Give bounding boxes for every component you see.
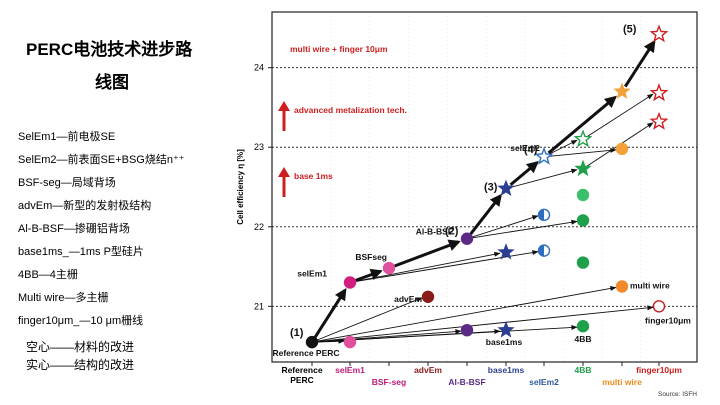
y-tick-label: 21: [254, 301, 264, 311]
data-point-star: [649, 83, 669, 102]
point-label: 4BB: [574, 334, 591, 344]
legend-item-multiwire: Multi wire—多主栅: [18, 292, 109, 304]
annotation-arrow-head: [278, 101, 290, 111]
data-point-circle: [576, 320, 590, 333]
data-point-circle: [421, 290, 435, 303]
legend-item-4bb: 4BB—4主栅: [18, 269, 78, 281]
data-point-circle: [576, 214, 590, 227]
data-point-star: [649, 111, 669, 130]
legend-item-base1ms: base1ms_—1ms P型硅片: [18, 246, 144, 258]
data-point-circle: [576, 188, 590, 202]
data-point-star: [497, 179, 515, 197]
annotation-text: multi wire + finger 10μm: [290, 44, 388, 54]
x-category-label: advEm: [414, 365, 442, 375]
main-path-arrow: [623, 39, 656, 88]
point-label: selEm2: [510, 143, 540, 153]
data-point-circle: [652, 300, 666, 313]
y-tick-label: 22: [254, 222, 264, 232]
legend-item-selem2: SelEm2—前表面SE+BSG烧结n⁺⁺: [18, 154, 185, 166]
data-point-star: [534, 146, 554, 165]
x-category-label: Reference: [281, 365, 322, 375]
x-category-label: multi wire: [602, 377, 642, 387]
y-tick-label: 24: [254, 63, 264, 73]
data-point-circle: [343, 335, 357, 349]
step-label: (1): [290, 327, 304, 339]
x-category-label: selEm2: [529, 377, 559, 387]
main-path-arrow: [547, 95, 617, 155]
data-point-star: [497, 321, 515, 338]
x-category-label: Al-B-BSF: [448, 377, 485, 387]
page-title-line1: PERC电池技术进步路: [26, 40, 193, 59]
main-path-arrow: [313, 288, 347, 338]
data-point-star: [649, 24, 669, 43]
annotation-text: advanced metalization tech.: [294, 105, 407, 115]
improvement-arrow: [466, 219, 578, 240]
x-category-label: base1ms: [488, 365, 525, 375]
x-category-label: 4BB: [574, 365, 591, 375]
improvement-arrow: [311, 305, 654, 343]
point-label: Al-B-BSF: [416, 227, 453, 237]
data-point-half-fill: [538, 209, 544, 221]
main-path-arrow: [469, 193, 502, 235]
solid-legend: 实心——结构的改进: [26, 358, 135, 372]
step-label: (3): [484, 182, 498, 194]
main-path-arrow: [509, 161, 539, 186]
x-category-label: selEm1: [335, 365, 365, 375]
improvement-arrow: [582, 93, 654, 140]
main-path-arrow: [394, 239, 461, 268]
data-point-half-fill: [538, 245, 544, 257]
step-label: (4): [524, 144, 538, 156]
data-point-star: [573, 129, 593, 148]
improvement-arrow: [543, 147, 617, 158]
improvement-arrow: [311, 297, 423, 343]
improvement-arrow: [311, 325, 578, 343]
legend-item-albbsf: Al-B-BSF—掺硼铝背场: [18, 223, 130, 235]
data-point-circle: [460, 323, 474, 337]
data-point-circle: [305, 335, 319, 349]
data-point-circle: [615, 142, 629, 156]
data-point-star: [613, 82, 631, 99]
legend-item-advem: advEm—新型的发射极结构: [18, 200, 152, 212]
data-point-star: [574, 159, 592, 177]
page-title-line2: 线图: [95, 73, 129, 92]
point-label: BSFseg: [355, 252, 387, 262]
point-label: finger10μm: [645, 315, 691, 325]
improvement-arrow: [505, 168, 578, 190]
y-tick-label: 23: [254, 142, 264, 152]
legend-item-bsfseg: BSF-seg—局域背场: [18, 177, 116, 189]
data-point-circle: [343, 276, 357, 289]
point-label: Reference PERC: [272, 348, 339, 358]
source-credit: Source: ISFH: [658, 391, 697, 398]
data-point-circle: [615, 280, 629, 293]
step-label: (2): [445, 226, 459, 238]
point-label: multi wire: [630, 280, 670, 290]
plot-frame: [271, 11, 698, 363]
data-point-star: [497, 243, 515, 260]
main-path-arrow: [355, 268, 383, 282]
point-label: base1ms: [486, 337, 523, 347]
improvement-arrow: [466, 215, 539, 240]
data-point-circle: [460, 232, 474, 245]
point-label: advEm: [394, 294, 422, 304]
step-label: (5): [623, 23, 637, 35]
x-category-label: PERC: [290, 375, 314, 385]
data-point-circle: [382, 261, 396, 275]
data-point-circle: [576, 256, 590, 269]
y-axis-label: Cell efficiency η [%]: [236, 149, 245, 225]
legend-item-selem1: SelEm1—前电极SE: [18, 131, 116, 143]
x-category-label: finger10μm: [636, 365, 682, 375]
annotation-text: base 1ms: [294, 171, 333, 181]
annotation-arrow-head: [278, 167, 290, 177]
legend-item-finger: finger10μm_—10 μm栅线: [18, 315, 144, 327]
hollow-legend: 空心——材料的改进: [26, 340, 135, 354]
x-category-label: BSF-seg: [372, 377, 406, 387]
improvement-arrow: [311, 285, 617, 343]
point-label: selEm1: [297, 268, 327, 278]
